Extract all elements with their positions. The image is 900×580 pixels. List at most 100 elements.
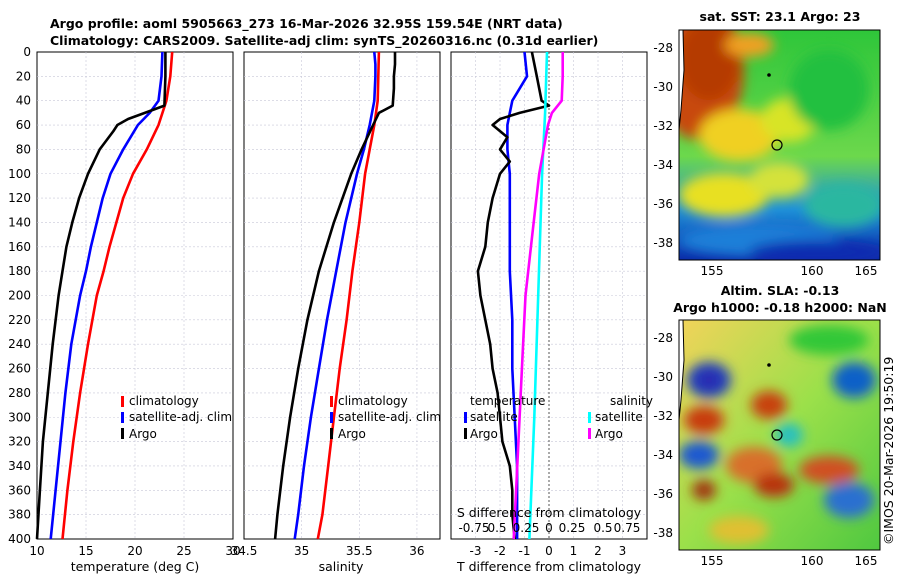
x-tick-label: 15 [78,544,93,558]
depth-tick-label: 60 [16,118,31,132]
legend-marker-temp-argo [464,428,467,439]
series-line-salinity-satellite [528,51,549,540]
salinity-axis-label: salinity [319,559,364,574]
depth-tick-label: 260 [8,362,31,376]
latitude-tick-label: -28 [653,331,673,345]
legend-marker-sal-satellite [588,412,591,423]
latitude-tick-label: -36 [653,487,673,501]
x-tick-label: 25 [176,544,191,558]
legend-label-temp-argo: Argo [470,427,498,441]
depth-tick-label: 120 [8,191,31,205]
temperature-series [35,51,174,540]
legend-label-satellite: satellite-adj. clim [338,410,441,424]
sst-map: sat. SST: 23.1 Argo: 23 155 160 165-28-30- [653,9,881,278]
depth-tick-label: 100 [8,167,31,181]
depth-tick-label: 80 [16,142,31,156]
difference-tick-labels: -3 -2 -1 0 1 2 3 [470,544,627,558]
sla-map-title-line1: Altim. SLA: -0.13 [721,283,840,298]
s-diff-tick-label: 0.75 [614,521,641,535]
x-tick-label: 1 [570,544,578,558]
legend-title-salinity: salinity [610,394,653,408]
salinity-difference-axis-label: S difference from climatology [457,505,642,520]
longitude-tick-label: 155 [701,554,724,568]
x-tick-label: 34.5 [231,544,258,558]
x-tick-label: 10 [29,544,44,558]
s-diff-tick-label: 0.5 [487,521,506,535]
difference-axis-label: T difference from climatology [456,559,642,574]
sla-map-title-line2: Argo h1000: -0.18 h2000: NaN [673,300,887,315]
difference-series [476,51,565,540]
depth-tick-label: 0 [23,45,31,59]
timestamp: ©IMOS 20-Mar-2026 19:50:19 [881,357,896,545]
depth-tick-label: 180 [8,264,31,278]
s-diff-tick-label: -0.75 [458,521,489,535]
series-line-climatology [61,51,174,540]
s-diff-tick-label: 0.25 [559,521,586,535]
x-tick-label: 2 [594,544,602,558]
x-tick-label: -1 [519,544,531,558]
legend-marker-sal-argo [588,428,591,439]
legend-label-argo: Argo [129,427,157,441]
legend-label-sal-argo: Argo [595,427,623,441]
series-line-temperature-satellite [506,51,529,539]
depth-tick-label: 400 [8,532,31,546]
figure-title-line1: Argo profile: aoml 5905663_273 16-Mar-20… [50,16,563,32]
latitude-tick-label: -36 [653,197,673,211]
temperature-tick-labels: 10 15 20 25 30 [29,544,240,558]
latitude-tick-label: -28 [653,41,673,55]
salinity-difference-tick-labels: -0.750.5 0.25 0 0.25 0.5 0.75 [458,521,640,535]
depth-tick-label: 140 [8,215,31,229]
s-diff-tick-label: 0.25 [513,521,540,535]
series-line-satellite-adj-clim [293,51,377,540]
salinity-series [273,51,397,540]
latitude-tick-label: -34 [653,448,673,462]
x-tick-label: 20 [127,544,142,558]
longitude-tick-label: 165 [855,264,878,278]
salinity-legend: climatology satellite-adj. clim Argo [330,394,441,441]
difference-legend: temperature satellite Argo salinity sate… [464,394,653,441]
s-diff-tick-label: 0 [545,521,553,535]
x-tick-label: 35 [294,544,309,558]
latitude-tick-label: -38 [653,236,673,250]
salinity-tick-labels: 34.5 35 35.5 36 [231,544,425,558]
depth-tick-label: 340 [8,459,31,473]
sst-map-tick-labels: 155 160 165 -28 -30 -32 -34 -36 -38 [653,41,877,278]
depth-tick-label: 280 [8,386,31,400]
s-diff-tick-label: 0.5 [593,521,612,535]
salinity-panel: 34.5 35 35.5 36 salinity climatology satell… [231,51,441,574]
depth-tick-label: 360 [8,483,31,497]
depth-tick-label: 380 [8,508,31,522]
x-tick-label: 30 [225,544,240,558]
legend-label-argo: Argo [338,427,366,441]
depth-tick-label: 40 [16,94,31,108]
latitude-tick-label: -34 [653,158,673,172]
legend-marker-satellite [121,412,124,423]
sst-map-title: sat. SST: 23.1 Argo: 23 [700,9,861,24]
legend-label-temp-satellite: satellite [470,410,518,424]
sst-map-frame [678,29,881,261]
temperature-panel: 0 20 40 60 80 100 120 140 160 180 200 220 240 260 280 3… [8,45,241,574]
series-line-argo [35,52,167,540]
legend-marker-temp-satellite [464,412,467,423]
latitude-tick-label: -38 [653,526,673,540]
legend-label-satellite: satellite-adj. clim [129,410,232,424]
legend-label-climatology: climatology [129,394,199,408]
depth-tick-label: 320 [8,435,31,449]
latitude-tick-label: -32 [653,119,673,133]
x-tick-label: -2 [494,544,506,558]
depth-tick-label: 300 [8,410,31,424]
longitude-tick-label: 160 [801,554,824,568]
legend-marker-satellite [330,412,333,423]
sst-map-image [679,30,880,260]
x-tick-label: 3 [619,544,627,558]
depth-tick-labels: 0 20 40 60 80 100 120 140 160 180 200 220 240 260 280 3… [8,45,31,546]
temperature-legend: climatology satellite-adj. clim Argo [121,394,232,441]
legend-label-sal-satellite: satellite [595,410,643,424]
legend-marker-climatology [121,396,124,407]
depth-tick-label: 160 [8,240,31,254]
difference-panel: -3 -2 -1 0 1 2 3 T difference from climatology… [450,51,653,574]
longitude-tick-label: 165 [855,554,878,568]
longitude-tick-label: 160 [801,264,824,278]
legend-label-climatology: climatology [338,394,408,408]
